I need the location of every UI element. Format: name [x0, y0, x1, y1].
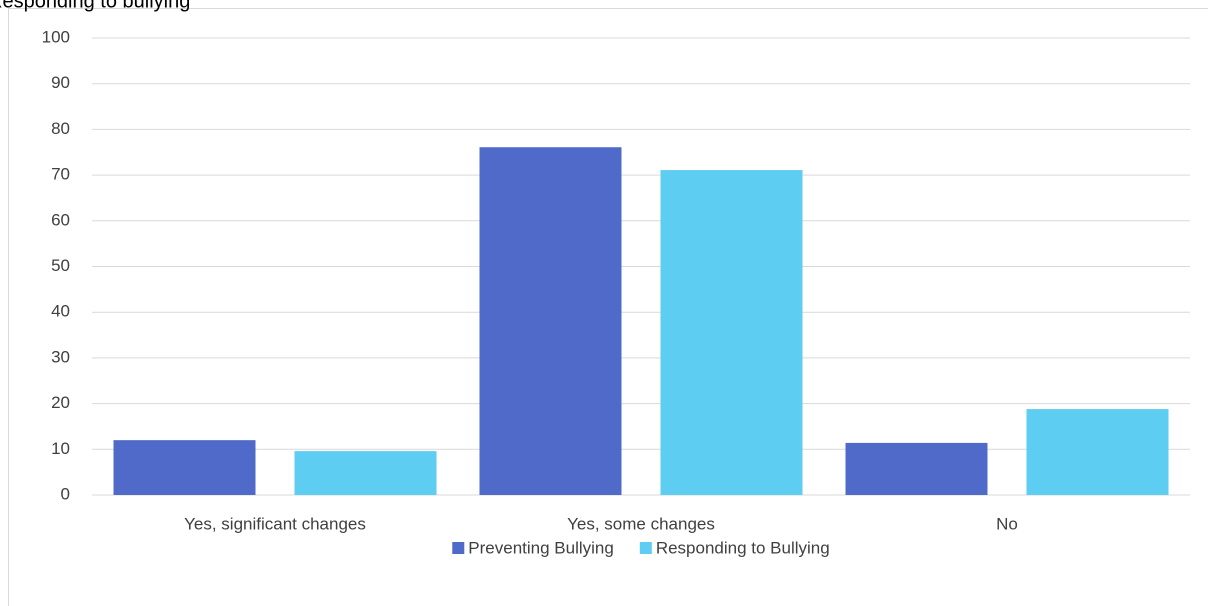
x-tick-label: Yes, some changes — [567, 514, 715, 533]
y-tick-label: 100 — [42, 27, 70, 46]
y-tick-label: 50 — [51, 256, 70, 275]
y-tick-label: 0 — [61, 484, 70, 503]
bar — [1026, 409, 1169, 495]
bar — [479, 147, 622, 495]
bar — [660, 170, 803, 495]
y-tick-label: 90 — [51, 73, 70, 92]
chart-frame — [8, 8, 1208, 606]
bar — [294, 451, 437, 495]
bar — [113, 440, 256, 495]
y-tick-label: 70 — [51, 165, 70, 184]
y-tick-label: 40 — [51, 302, 70, 321]
legend-swatch — [452, 542, 465, 554]
y-tick-label: 60 — [51, 210, 70, 229]
legend-label: Preventing Bullying — [468, 538, 614, 557]
y-tick-label: 30 — [51, 347, 70, 366]
chart-title: Responding to bullying — [0, 0, 190, 12]
bar — [845, 442, 988, 495]
x-tick-label: Yes, significant changes — [184, 514, 366, 533]
y-tick-label: 80 — [51, 119, 70, 138]
legend-swatch — [639, 542, 652, 554]
legend-label: Responding to Bullying — [656, 538, 830, 557]
y-tick-label: 20 — [51, 393, 70, 412]
y-tick-label: 10 — [51, 439, 70, 458]
x-tick-label: No — [996, 514, 1018, 533]
